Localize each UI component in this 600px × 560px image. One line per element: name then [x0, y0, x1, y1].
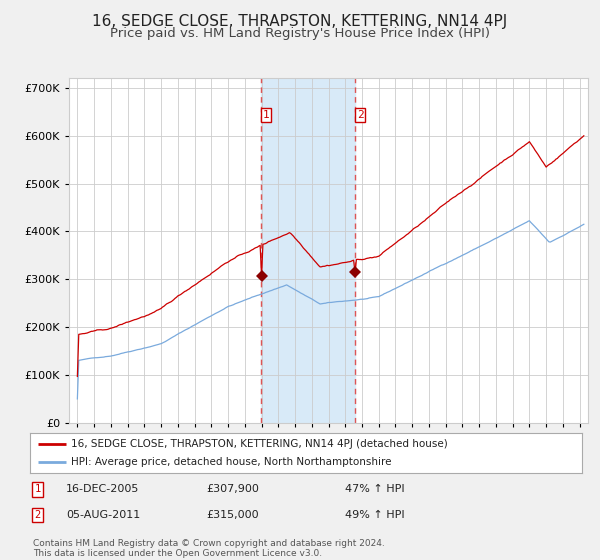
- Text: 1: 1: [263, 110, 269, 120]
- Text: HPI: Average price, detached house, North Northamptonshire: HPI: Average price, detached house, Nort…: [71, 458, 392, 467]
- Text: 16, SEDGE CLOSE, THRAPSTON, KETTERING, NN14 4PJ (detached house): 16, SEDGE CLOSE, THRAPSTON, KETTERING, N…: [71, 439, 448, 449]
- Text: £307,900: £307,900: [206, 484, 260, 494]
- Text: 2: 2: [34, 510, 41, 520]
- Text: 05-AUG-2011: 05-AUG-2011: [66, 510, 140, 520]
- Text: 16, SEDGE CLOSE, THRAPSTON, KETTERING, NN14 4PJ: 16, SEDGE CLOSE, THRAPSTON, KETTERING, N…: [92, 14, 508, 29]
- Text: 47% ↑ HPI: 47% ↑ HPI: [344, 484, 404, 494]
- Text: 16-DEC-2005: 16-DEC-2005: [66, 484, 139, 494]
- Text: 49% ↑ HPI: 49% ↑ HPI: [344, 510, 404, 520]
- Text: Contains HM Land Registry data © Crown copyright and database right 2024.
This d: Contains HM Land Registry data © Crown c…: [33, 539, 385, 558]
- Bar: [261, 78, 355, 423]
- Text: 1: 1: [34, 484, 41, 494]
- Text: Price paid vs. HM Land Registry's House Price Index (HPI): Price paid vs. HM Land Registry's House …: [110, 27, 490, 40]
- Text: £315,000: £315,000: [206, 510, 259, 520]
- Text: 2: 2: [356, 110, 364, 120]
